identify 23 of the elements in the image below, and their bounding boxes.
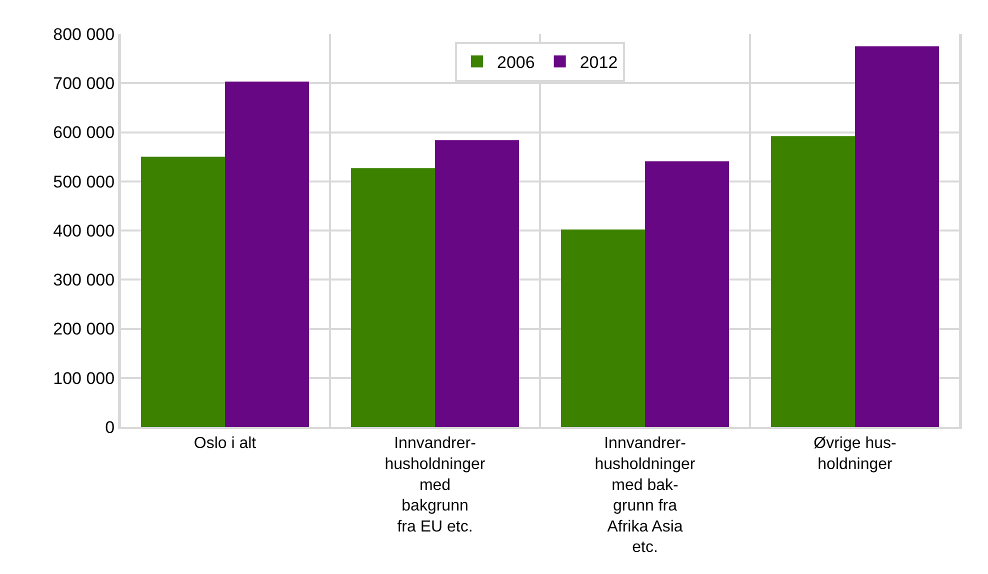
y-tick-label: 700 000 — [53, 74, 115, 94]
bar — [435, 140, 519, 427]
y-tick-label: 800 000 — [53, 24, 115, 44]
y-tick-label: 100 000 — [53, 368, 115, 388]
bar — [225, 82, 309, 427]
legend-label: 2012 — [580, 53, 618, 72]
y-tick-label: 300 000 — [53, 270, 115, 290]
bar — [771, 136, 855, 427]
y-tick-label: 500 000 — [53, 172, 115, 192]
bar — [855, 46, 939, 427]
x-tick-label: Innvandrer-husholdninger med bakgrunn fra EU etc. — [384, 435, 486, 536]
x-tick-label: Oslo i alt — [194, 435, 257, 452]
x-tick-label: Øvrige hus-holdninger — [814, 435, 896, 473]
bar — [141, 156, 225, 427]
y-tick-label: 200 000 — [53, 320, 115, 339]
y-tick-label: 400 000 — [53, 221, 115, 240]
bar — [561, 230, 645, 427]
x-tick-label: Innvandrer-husholdninger med bak-grunn fra Afrika Asia etc. — [594, 435, 696, 556]
y-tick-label: 600 000 — [53, 123, 115, 142]
legend-label: 2006 — [497, 53, 535, 72]
bar — [645, 161, 729, 427]
y-tick-label: 0 — [105, 418, 115, 437]
bar — [351, 168, 435, 427]
